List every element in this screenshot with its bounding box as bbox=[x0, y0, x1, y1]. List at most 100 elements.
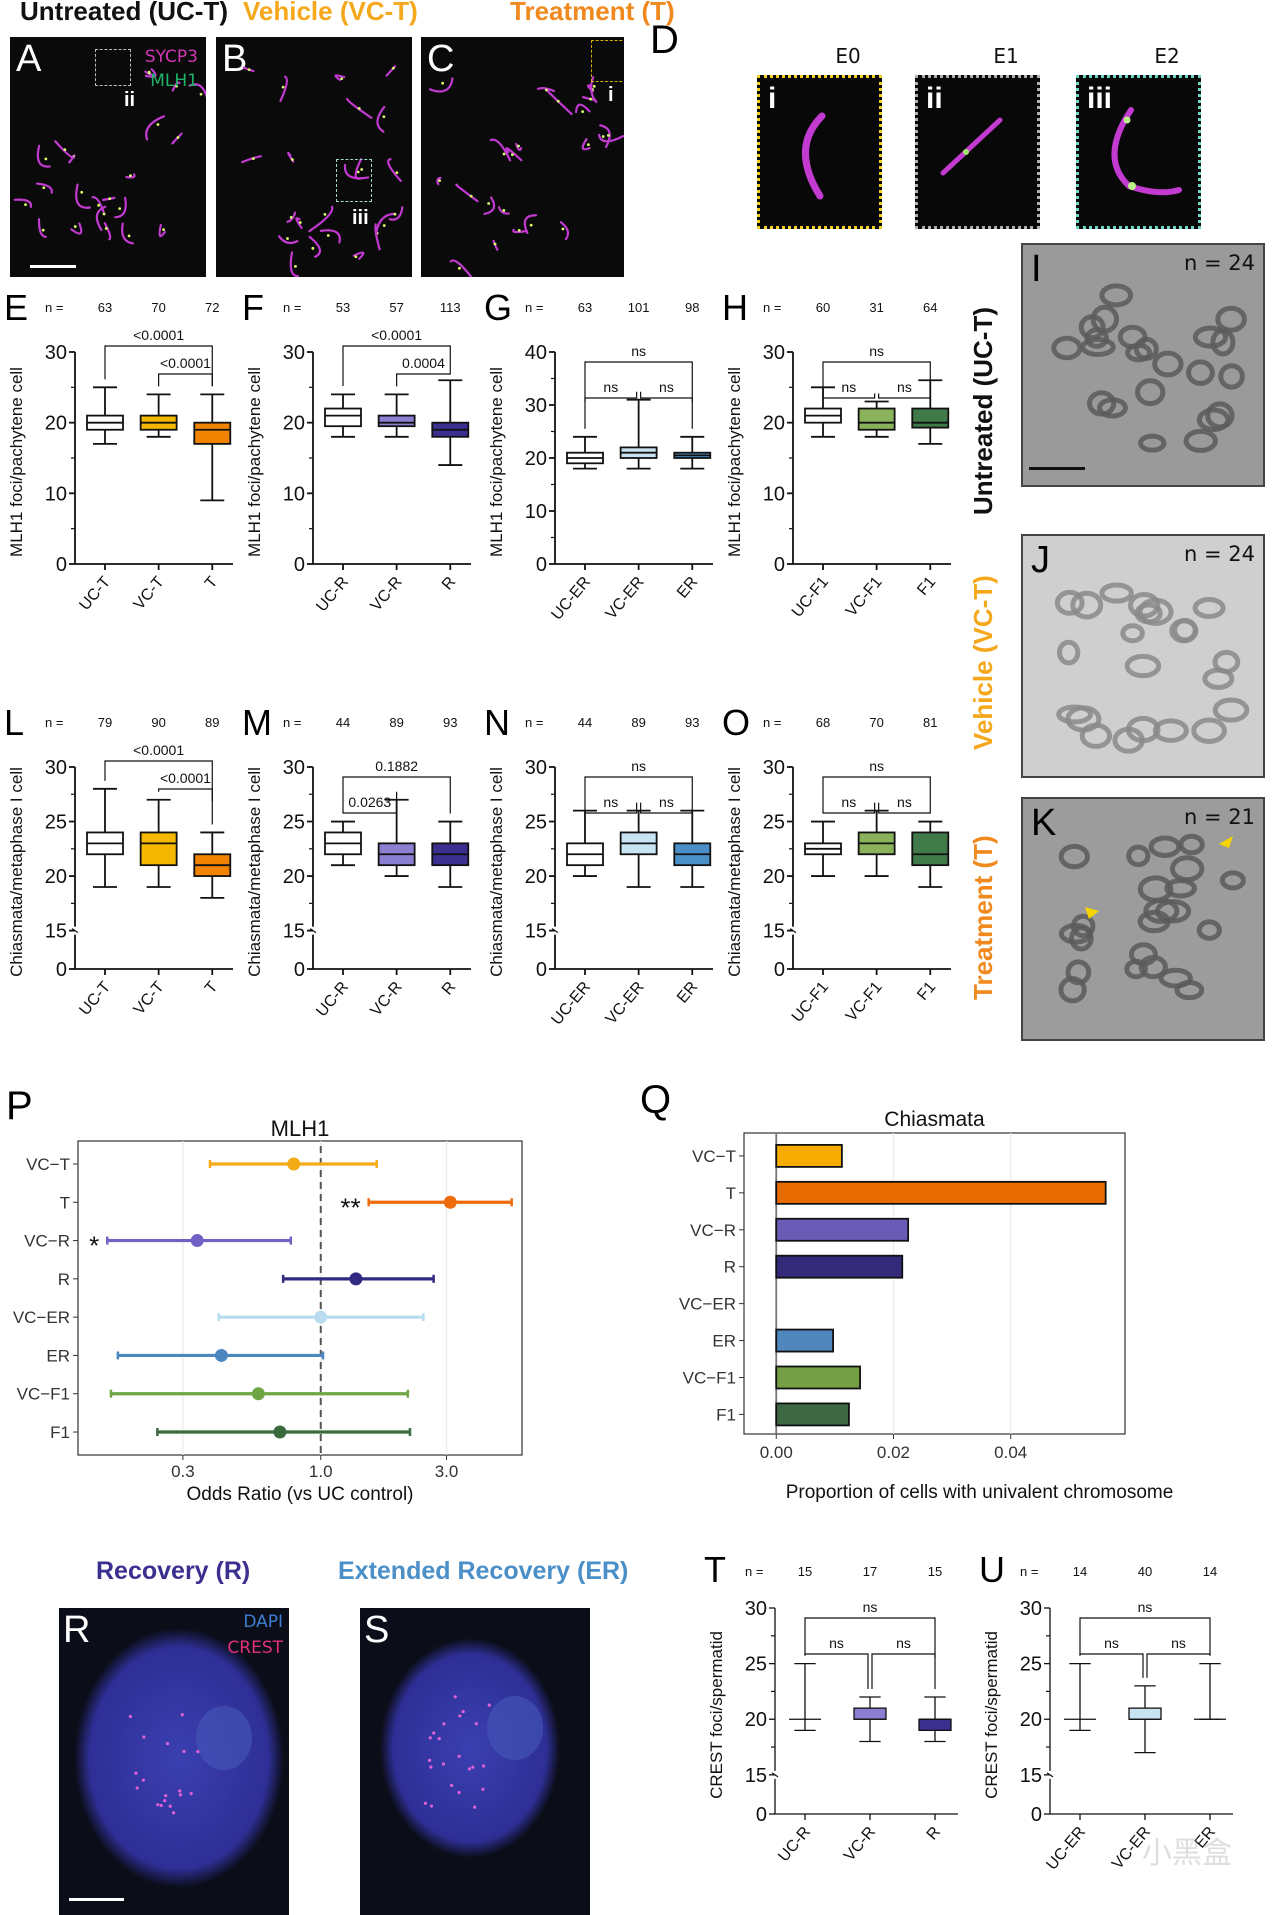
bar bbox=[775, 1254, 904, 1279]
bivalent bbox=[1178, 833, 1205, 856]
mlh1-focus bbox=[391, 66, 395, 70]
micrograph-treatment: C i bbox=[421, 37, 624, 277]
bivalent bbox=[1126, 844, 1151, 868]
significance-bracket bbox=[104, 345, 213, 386]
crest-focus bbox=[423, 1801, 428, 1805]
crest-focus bbox=[457, 1790, 461, 1795]
chromosome-axis bbox=[75, 183, 92, 209]
x-axis-label: Proportion of cells with univalent chrom… bbox=[786, 1482, 1174, 1503]
chromosome-axis bbox=[286, 211, 297, 223]
chromosome-axis bbox=[597, 133, 624, 143]
panel-label: L bbox=[4, 702, 24, 743]
panel-label: N bbox=[484, 702, 510, 743]
y-tick-label: VC−F1 bbox=[683, 1368, 736, 1387]
arrowhead-icon bbox=[1085, 907, 1099, 919]
mlh1-focus bbox=[80, 190, 84, 194]
y-axis-label: MLH1 foci/pachytene cell bbox=[487, 367, 506, 557]
y-tick-label: 0 bbox=[294, 554, 305, 576]
mlh1-focus bbox=[458, 266, 461, 270]
bivalent bbox=[1196, 407, 1231, 433]
significance-bracket bbox=[871, 1653, 936, 1689]
y-tick-label: 30 bbox=[283, 757, 305, 779]
crest-focus bbox=[474, 1722, 478, 1726]
mlh1-focus bbox=[44, 157, 48, 161]
n-label: n = bbox=[45, 300, 63, 315]
scale-bar bbox=[30, 265, 76, 268]
y-tick-label: 15 bbox=[283, 921, 305, 943]
crest-focus bbox=[453, 1695, 457, 1699]
inset-marker: i bbox=[608, 84, 614, 106]
chromosome-axis bbox=[158, 223, 166, 238]
crest-focus bbox=[442, 1722, 446, 1726]
y-tick-label: 30 bbox=[745, 1598, 767, 1620]
x-tick-label: 1.0 bbox=[309, 1462, 333, 1481]
chromosome-axis bbox=[436, 176, 442, 186]
mlh1-focus bbox=[298, 221, 302, 224]
x-tick-label: VC-ER bbox=[603, 574, 648, 623]
bivalent bbox=[1058, 923, 1093, 945]
bivalent bbox=[1056, 639, 1081, 666]
chromosome-axis bbox=[171, 132, 183, 145]
n-label: n = bbox=[1020, 1564, 1038, 1579]
y-tick-label: ER bbox=[46, 1346, 70, 1365]
significance-label: ns bbox=[659, 379, 674, 395]
y-tick-label: 0 bbox=[774, 959, 785, 981]
y-tick-label: 25 bbox=[745, 1654, 767, 1676]
bar bbox=[775, 1143, 843, 1168]
chromosome-axis bbox=[575, 103, 591, 114]
bivalent bbox=[1056, 704, 1093, 725]
crest-focus bbox=[128, 1714, 133, 1719]
mlh1-focus bbox=[544, 88, 548, 92]
mlh1-focus bbox=[592, 84, 596, 88]
x-tick-label: T bbox=[202, 573, 221, 592]
chromosome-axis bbox=[455, 183, 479, 203]
x-tick-label: ER bbox=[674, 574, 701, 602]
significance-bracket bbox=[1146, 1653, 1211, 1678]
significance-label: 0.0263 bbox=[348, 794, 391, 810]
bivalent bbox=[1205, 401, 1235, 430]
box bbox=[853, 1707, 887, 1720]
crest-focus bbox=[189, 1792, 193, 1796]
panel-label: U bbox=[979, 1552, 1005, 1590]
point-estimate bbox=[443, 1195, 457, 1209]
significance-bracket bbox=[822, 776, 931, 814]
bivalent bbox=[1058, 843, 1091, 870]
bivalent bbox=[1192, 597, 1226, 619]
significance-label: ns bbox=[631, 758, 646, 774]
crest-focus bbox=[473, 1805, 477, 1809]
chromosome-axis bbox=[546, 90, 573, 116]
crest-focus bbox=[142, 1735, 146, 1739]
bivalent bbox=[1128, 942, 1158, 967]
significance-label: <0.0001 bbox=[133, 327, 184, 343]
chart-title: Chiasmata bbox=[884, 1108, 985, 1131]
mlh1-focus bbox=[393, 212, 397, 216]
y-tick-label: 20 bbox=[283, 866, 305, 888]
chromosome-axis bbox=[114, 196, 127, 219]
panel-label: O bbox=[722, 702, 750, 743]
y-tick-label: 20 bbox=[745, 1709, 767, 1731]
n-label: n = bbox=[763, 300, 781, 315]
x-tick-label: VC-R bbox=[841, 1824, 879, 1865]
chromosome-axis bbox=[497, 206, 510, 215]
y-tick-label: T bbox=[60, 1193, 70, 1212]
mlh1-focus bbox=[382, 115, 386, 119]
side-label: Treatment (T) bbox=[968, 835, 998, 1000]
point-estimate bbox=[214, 1348, 228, 1362]
n-count: 90 bbox=[151, 715, 165, 730]
significance-label: ns bbox=[841, 794, 856, 810]
n-count: 93 bbox=[443, 715, 457, 730]
mlh1-focus bbox=[556, 99, 560, 103]
chromosome-axis bbox=[334, 74, 346, 81]
group-title-recovery: Recovery (R) bbox=[96, 1557, 251, 1585]
chromosome-axis bbox=[802, 112, 826, 200]
significance-bracket bbox=[158, 373, 213, 387]
n-label: n = bbox=[763, 715, 781, 730]
significance-bracket bbox=[804, 1617, 936, 1658]
y-tick-label: 25 bbox=[45, 812, 67, 834]
significance-bracket bbox=[584, 391, 638, 429]
mlh1-focus bbox=[63, 148, 67, 152]
y-tick-label: 30 bbox=[763, 342, 785, 364]
n-label: n = bbox=[45, 715, 63, 730]
